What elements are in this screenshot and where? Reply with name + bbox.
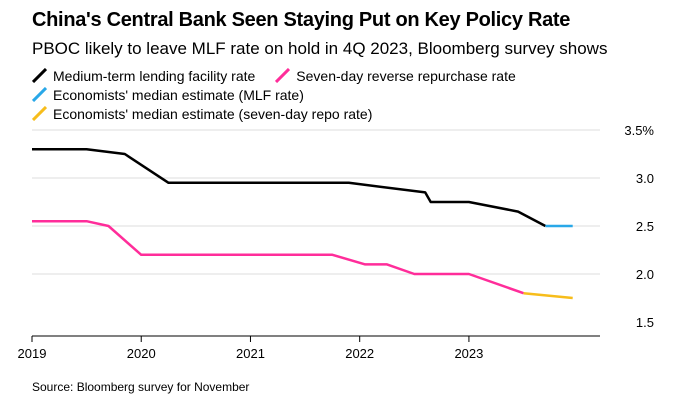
y-tick-label: 3.5%	[624, 123, 654, 138]
legend-item-mlf-estimate: Economists' median estimate (MLF rate)	[32, 87, 304, 103]
x-tick-label: 2021	[236, 346, 265, 361]
x-tick-label: 2022	[345, 346, 374, 361]
x-tick-label: 2020	[127, 346, 156, 361]
legend-item-repo: Seven-day reverse repurchase rate	[275, 67, 516, 84]
source-note: Source: Bloomberg survey for November	[32, 380, 250, 394]
legend-swatch-mlf	[32, 68, 47, 83]
chart-subtitle: PBOC likely to leave MLF rate on hold in…	[32, 39, 608, 58]
y-tick-label: 2.0	[636, 267, 654, 282]
legend-swatch-mlf-estimate	[32, 87, 47, 102]
chart-title: China's Central Bank Seen Staying Put on…	[32, 9, 571, 31]
legend-label-mlf: Medium-term lending facility rate	[53, 67, 256, 84]
x-tick-label: 2023	[454, 346, 483, 361]
series-line-repo	[32, 219, 524, 295]
series-line-mlf	[32, 147, 546, 228]
series-line-repo-estimate	[523, 291, 573, 300]
y-tick-label: 2.5	[636, 219, 654, 234]
legend-item-repo-estimate: Economists' median estimate (seven-day r…	[32, 106, 372, 122]
legend-item-mlf: Medium-term lending facility rate	[32, 68, 255, 84]
y-tick-label: 1.5	[636, 315, 654, 330]
legend-label-repo-estimate: Economists' median estimate (seven-day r…	[53, 105, 373, 122]
legend-label-repo: Seven-day reverse repurchase rate	[296, 67, 516, 84]
legend-swatch-repo-estimate	[32, 106, 47, 121]
x-tick-label: 2019	[18, 346, 47, 361]
legend-swatch-repo	[275, 68, 291, 83]
legend: Medium-term lending facility rate Seven-…	[32, 66, 536, 123]
y-tick-label: 3.0	[636, 171, 654, 186]
legend-label-mlf-estimate: Economists' median estimate (MLF rate)	[53, 86, 304, 103]
